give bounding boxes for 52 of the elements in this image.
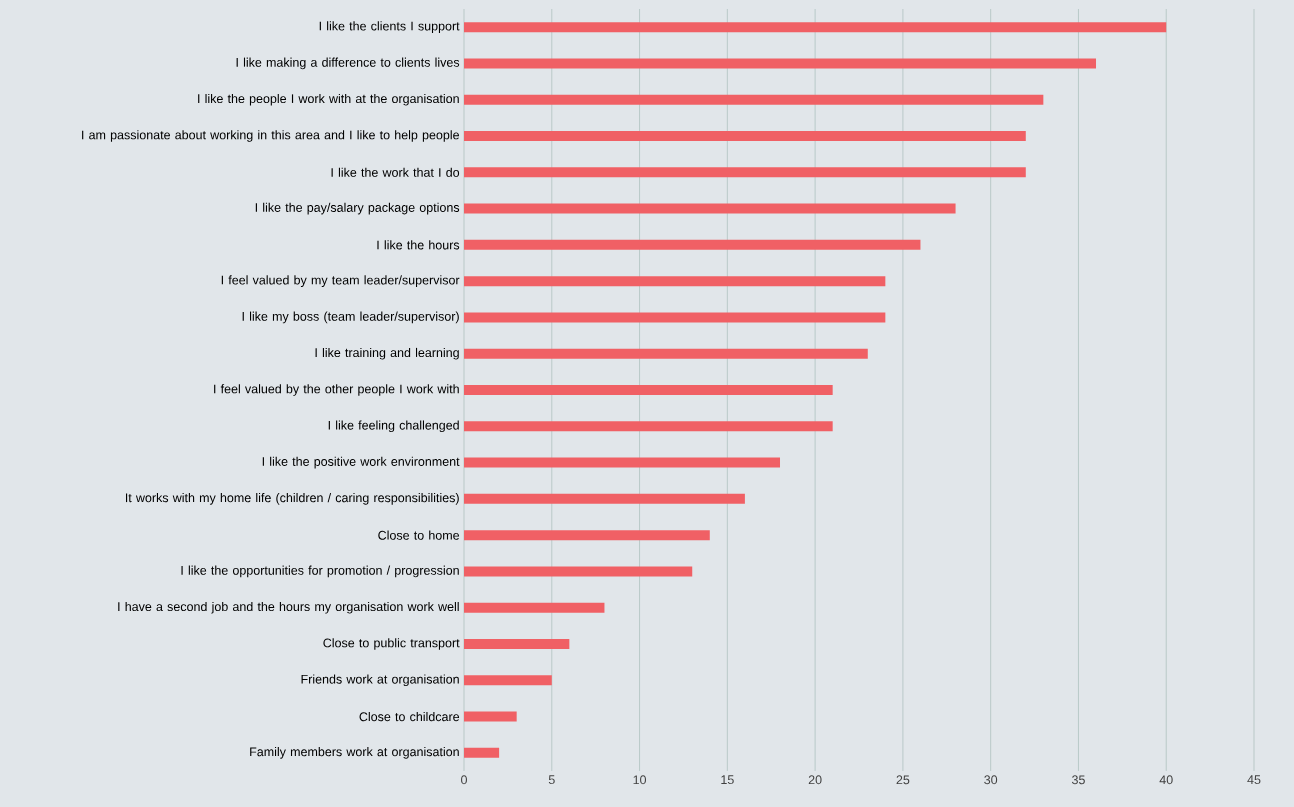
bar — [464, 747, 500, 758]
y-tick-label: Family members work at organisation — [250, 747, 459, 759]
bar — [464, 22, 1167, 33]
bar — [464, 348, 868, 359]
bar — [464, 457, 781, 468]
x-tick-label: 35 — [1071, 775, 1085, 785]
bar — [464, 566, 693, 577]
bar — [464, 58, 1097, 69]
y-tick-label: I like feeling challenged — [328, 420, 459, 433]
bar — [464, 276, 886, 287]
bar — [464, 711, 517, 722]
x-tick-label: 10 — [633, 775, 647, 785]
x-tick-label: 0 — [461, 775, 467, 785]
x-tick-label: 5 — [548, 775, 555, 785]
bar — [464, 602, 605, 613]
y-tick-label: I am passionate about working in this area and I like to help people — [82, 130, 459, 142]
x-tick-label: 25 — [896, 775, 910, 785]
y-tick-label: I like the work that I do — [331, 167, 460, 177]
y-tick-label: I like the positive work environment — [262, 456, 460, 469]
bar — [464, 675, 552, 686]
y-tick-label: I like the pay/salary package options — [255, 202, 460, 215]
x-tick-label: 45 — [1247, 775, 1261, 785]
bar — [464, 203, 956, 214]
bar — [464, 167, 1026, 178]
bar — [464, 421, 833, 432]
x-tick-label: 15 — [721, 775, 734, 785]
bar — [464, 530, 710, 541]
x-tick-label: 20 — [808, 775, 822, 785]
bar — [464, 493, 745, 504]
bar — [464, 384, 833, 395]
y-tick-label: It works with my home life (children / caring responsibilities) — [125, 493, 459, 505]
y-tick-label: I like the opportunities for promotion / progression — [181, 565, 459, 578]
y-tick-label: I like training and learning — [315, 347, 459, 360]
y-tick-label: I like making a difference to clients lives — [236, 57, 460, 70]
bar — [464, 94, 1044, 105]
y-tick-label: I feel valued by my team leader/supervisor — [221, 275, 460, 287]
bar — [464, 639, 570, 649]
bar — [464, 239, 921, 250]
bar — [464, 312, 886, 323]
y-tick-label: Friends work at organisation — [301, 674, 459, 687]
y-tick-label: I like my boss (team leader/supervisor) — [242, 311, 459, 324]
y-tick-label: I like the hours — [377, 240, 460, 250]
x-tick-label: 40 — [1159, 775, 1173, 785]
y-tick-label: I like the clients I support — [319, 21, 460, 33]
y-tick-label: Close to home — [378, 530, 460, 540]
y-tick-label: I feel valued by the other people I work with — [214, 384, 459, 396]
y-tick-label: I like the people I work with at the organisation — [198, 93, 459, 106]
bar — [464, 131, 1026, 141]
y-tick-label: Close to childcare — [359, 711, 460, 722]
y-tick-label: I have a second job and the hours my organisation work well — [118, 601, 459, 614]
y-tick-label: Close to public transport — [323, 638, 460, 650]
x-tick-label: 30 — [984, 775, 998, 785]
